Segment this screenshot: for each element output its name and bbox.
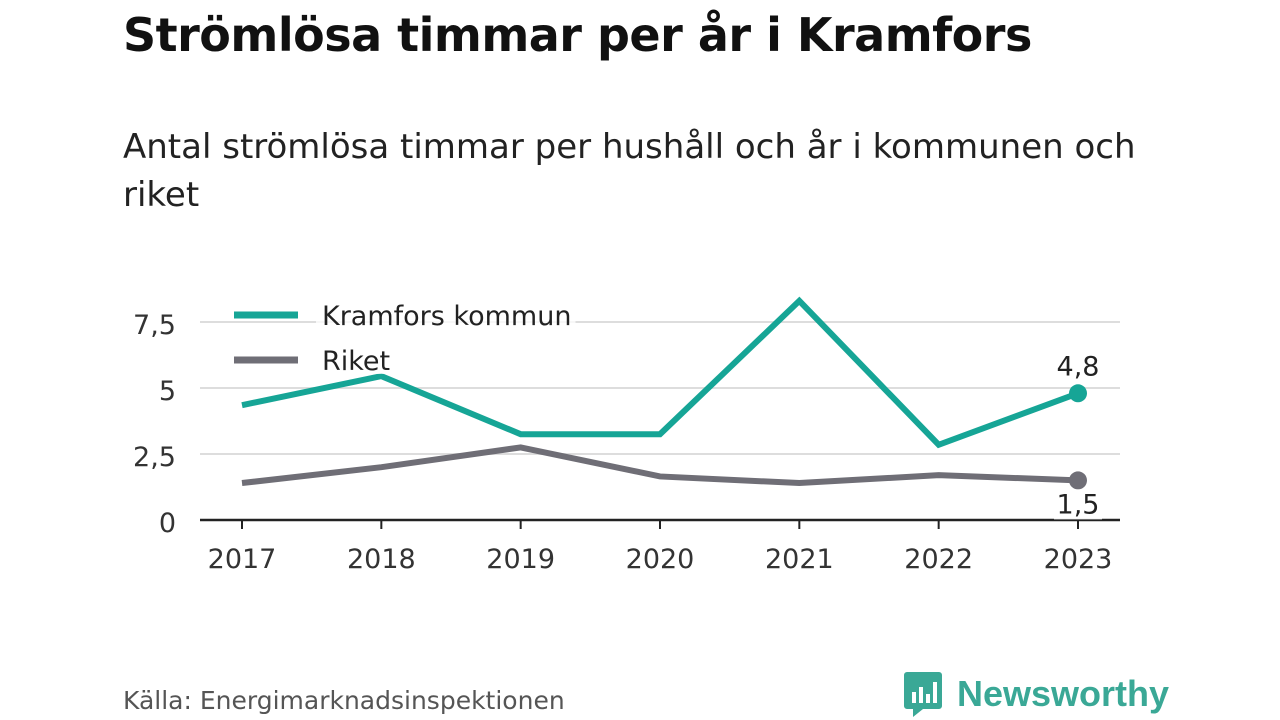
legend-label: Riket — [322, 346, 390, 377]
chart-subtitle: Antal strömlösa timmar per hushåll och å… — [123, 127, 1136, 215]
series-line-riket — [241, 444, 1079, 487]
x-tick-label: 2021 — [765, 544, 834, 575]
brand-logo: Newsworthy — [903, 670, 1169, 718]
brand-name: Newsworthy — [957, 673, 1170, 714]
y-tick-label: 7,5 — [133, 310, 176, 341]
x-tick-label: 2018 — [347, 544, 416, 575]
end-value-label: 4,8 — [1057, 351, 1100, 382]
end-label-halo — [1054, 489, 1102, 520]
series-line-kramfors-kommun — [241, 296, 1080, 449]
legend-label: Kramfors kommun — [322, 301, 571, 332]
chart-title: Strömlösa timmar per år i Kramfors — [123, 8, 1032, 62]
x-tick-label: 2023 — [1044, 544, 1113, 575]
y-tick-label: 5 — [159, 376, 176, 407]
x-tick-label: 2022 — [904, 544, 973, 575]
y-tick-label: 2,5 — [133, 442, 176, 473]
source-note: Källa: Energimarknadsinspektionen — [123, 686, 565, 715]
y-tick-label: 0 — [159, 508, 176, 539]
end-label-halo — [1054, 351, 1102, 382]
x-tick-label: 2019 — [486, 544, 555, 575]
bar-chart-speech-bubble-icon — [904, 672, 942, 717]
legend-halo — [316, 338, 411, 374]
x-tick-label: 2017 — [208, 544, 277, 575]
end-value-label: 1,5 — [1057, 489, 1100, 520]
line-chart: 0 2,5 5 7,5 2017 2018 2019 2020 2021 2022 2023 Kram… — [133, 293, 1120, 575]
end-point-marker — [1069, 471, 1087, 490]
x-tick-label: 2020 — [626, 544, 695, 575]
legend-halo — [316, 293, 576, 329]
end-point-marker — [1069, 384, 1087, 403]
